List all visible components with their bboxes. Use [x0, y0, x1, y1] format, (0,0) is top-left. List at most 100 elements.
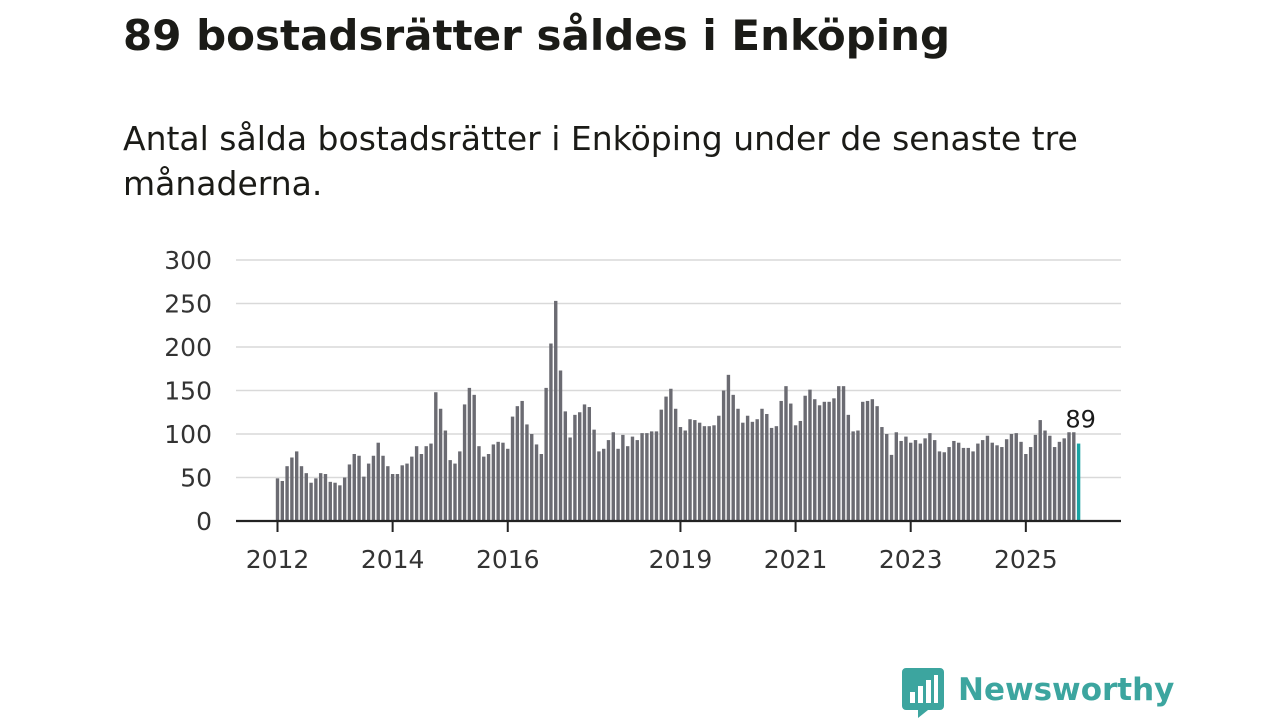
bar	[688, 419, 692, 521]
bar	[405, 463, 409, 521]
bar	[789, 403, 793, 521]
bar	[702, 426, 707, 521]
bar	[424, 446, 428, 521]
bar	[832, 398, 836, 521]
bar	[491, 444, 496, 521]
bar	[712, 425, 716, 521]
bar	[1004, 439, 1009, 521]
bar	[563, 411, 568, 521]
x-tick-label: 2019	[649, 545, 713, 574]
bar	[525, 424, 529, 521]
bar	[606, 440, 611, 521]
bar	[645, 433, 649, 521]
bar	[683, 430, 687, 521]
bar	[1028, 447, 1033, 521]
bar	[381, 455, 385, 521]
bar	[673, 408, 678, 521]
y-tick-label: 250	[164, 290, 212, 319]
y-tick-label: 0	[196, 507, 212, 536]
bar	[386, 466, 390, 521]
bar	[1072, 432, 1076, 521]
bar	[693, 420, 697, 521]
bar	[539, 454, 544, 521]
bar	[885, 434, 889, 521]
bar	[443, 430, 448, 521]
bar	[889, 454, 894, 521]
bar	[472, 394, 476, 521]
bar	[745, 415, 750, 521]
sales-bar-chart: 0 50 100 150 200 250 300 2012 2014 2016 2019 2021 20…	[164, 246, 1121, 574]
x-tick-label: 2016	[476, 545, 540, 574]
bar	[621, 434, 625, 521]
bar	[971, 451, 975, 521]
bar	[798, 420, 803, 521]
bar	[342, 477, 347, 521]
bar	[1057, 441, 1062, 521]
bar	[400, 465, 404, 521]
bar	[976, 443, 980, 521]
bar	[1009, 434, 1014, 521]
bar	[597, 451, 601, 521]
bar	[808, 389, 812, 521]
bar	[669, 388, 673, 521]
bar	[1067, 432, 1071, 521]
bar	[779, 400, 783, 521]
bar	[846, 414, 851, 521]
x-tick-label: 2012	[246, 545, 310, 574]
bar	[366, 463, 371, 521]
bar	[909, 442, 913, 521]
bar	[309, 482, 313, 521]
bar	[856, 430, 860, 521]
bar	[750, 421, 755, 521]
y-tick-label: 100	[164, 420, 212, 449]
bar	[434, 392, 438, 521]
bar	[554, 300, 558, 521]
bar	[875, 406, 879, 521]
bar	[280, 480, 284, 521]
bar	[448, 460, 452, 521]
bar	[419, 454, 424, 521]
y-tick-label: 200	[164, 333, 212, 362]
bar	[928, 433, 932, 521]
bar	[947, 447, 951, 521]
bar	[510, 416, 515, 521]
bar	[462, 404, 467, 521]
bar	[1062, 438, 1066, 521]
bar	[362, 476, 366, 521]
bar	[942, 452, 946, 521]
bar	[707, 426, 711, 521]
bar	[932, 440, 937, 521]
bar	[515, 406, 520, 521]
x-tick-label: 2014	[361, 545, 425, 574]
bar	[640, 433, 644, 521]
bar	[530, 434, 534, 521]
y-tick-label: 300	[164, 246, 212, 275]
bar	[904, 436, 908, 521]
bar	[755, 419, 759, 521]
bar	[678, 427, 683, 521]
tick-labels: 0 50 100 150 200 250 300 2012 2014 2016 2019 2021 20…	[164, 246, 1096, 574]
bar	[544, 387, 548, 521]
bar	[1052, 447, 1057, 521]
bar	[429, 443, 433, 521]
bar	[414, 446, 419, 521]
bar	[467, 387, 472, 521]
bar	[995, 445, 999, 521]
bar	[837, 386, 841, 521]
x-tick-label: 2023	[879, 545, 943, 574]
bar	[793, 425, 798, 521]
bar	[956, 442, 961, 521]
last-value-label: 89	[1065, 406, 1096, 434]
bar	[395, 474, 400, 521]
bar	[966, 447, 970, 521]
bar	[1048, 435, 1052, 521]
bar	[635, 440, 639, 521]
bar	[880, 427, 884, 521]
newsworthy-logo[interactable]: Newsworthy	[902, 668, 1174, 718]
bar	[625, 446, 630, 521]
bar	[1033, 434, 1038, 521]
bar	[731, 394, 735, 521]
bar	[285, 466, 289, 521]
bar	[861, 401, 865, 521]
bar	[923, 438, 927, 521]
